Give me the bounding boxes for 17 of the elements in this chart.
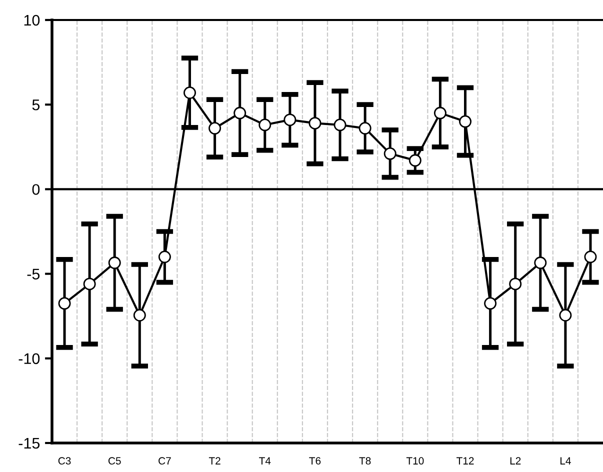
y-tick-label: -15 bbox=[18, 438, 40, 449]
y-tick-label: 0 bbox=[32, 184, 40, 195]
x-tick-label: T2 bbox=[208, 457, 220, 464]
x-tick-label: T10 bbox=[406, 457, 424, 465]
y-tick-label: -5 bbox=[27, 268, 40, 280]
x-tick-label: T4 bbox=[259, 457, 271, 464]
x-tick-label: L2 bbox=[510, 457, 521, 464]
x-tick-label: C5 bbox=[108, 457, 121, 465]
x-tick-label: L4 bbox=[560, 457, 571, 464]
x-tick-label: C7 bbox=[158, 457, 171, 465]
x-tick-label: T8 bbox=[359, 457, 371, 465]
x-tick-label: C3 bbox=[58, 457, 71, 465]
y-tick-label: -10 bbox=[18, 353, 40, 364]
y-tick-label: 10 bbox=[24, 14, 40, 26]
x-tick-label: T6 bbox=[309, 457, 321, 465]
y-tick-label: 5 bbox=[32, 100, 40, 110]
x-tick-label: T12 bbox=[456, 457, 474, 464]
